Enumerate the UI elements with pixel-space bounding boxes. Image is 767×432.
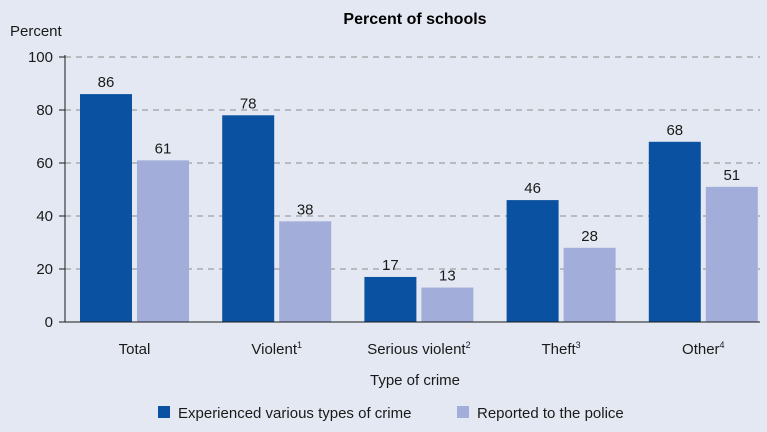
bar-reported-3 (563, 247, 616, 322)
y-tick-label: 40 (36, 208, 53, 225)
legend-swatch (158, 406, 170, 418)
data-label: 61 (155, 140, 172, 157)
x-tick-label: Other4 (682, 340, 725, 358)
bar-experienced-3 (506, 200, 559, 322)
y-tick-label: 80 (36, 102, 53, 119)
bar-experienced-2 (364, 276, 417, 322)
y-tick-label: 20 (36, 261, 53, 278)
bar-experienced-4 (648, 141, 701, 322)
x-axis-label: Type of crime (370, 372, 460, 389)
data-label: 68 (666, 122, 683, 139)
y-tick-label: 100 (28, 49, 53, 66)
bar-experienced-1 (222, 115, 275, 322)
x-tick-label: Serious violent2 (367, 340, 470, 358)
data-label: 13 (439, 268, 456, 285)
data-label: 38 (297, 201, 314, 218)
data-label: 28 (581, 228, 598, 245)
data-label: 78 (240, 95, 257, 112)
data-label: 46 (524, 180, 541, 197)
data-label: 51 (723, 167, 740, 184)
x-tick-label: Total (119, 341, 151, 358)
x-tick-label: Violent1 (251, 340, 302, 358)
bar-reported-0 (137, 160, 189, 322)
data-label: 86 (98, 74, 115, 91)
bars: 86 61 78 38 17 13 46 28 68 51 (80, 74, 758, 322)
legend-swatch (457, 406, 469, 418)
chart-title: Percent of schools (343, 11, 486, 28)
legend-label: Reported to the police (477, 405, 624, 422)
y-tick-label: 60 (36, 155, 53, 172)
y-tick-label: 0 (45, 314, 53, 331)
bar-reported-4 (705, 186, 758, 322)
bar-reported-1 (279, 221, 332, 322)
bar-experienced-0 (80, 94, 132, 322)
data-label: 17 (382, 257, 399, 274)
legend: Experienced various types of crime Report… (158, 405, 624, 422)
axes: 0 20 40 60 80 100 Total Violent1 Serious violent… (28, 49, 760, 358)
bar-reported-2 (421, 287, 474, 322)
y-axis-label: Percent (10, 23, 63, 40)
legend-label: Experienced various types of crime (178, 405, 411, 422)
x-tick-label: Theft3 (541, 340, 580, 358)
